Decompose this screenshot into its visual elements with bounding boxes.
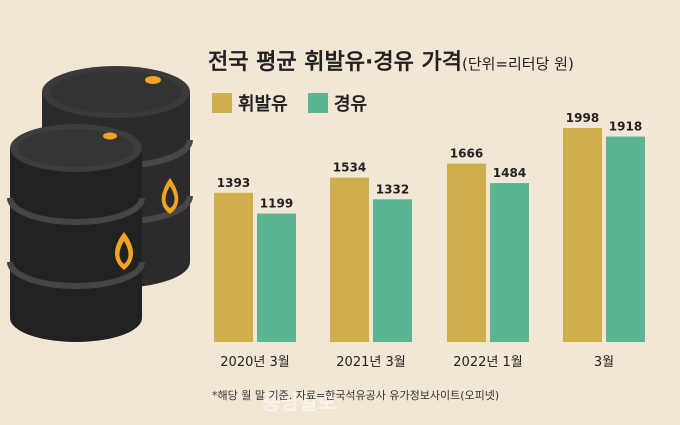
oil-barrels-illustration — [7, 66, 193, 342]
bar-diesel-0 — [257, 213, 296, 342]
legend-swatch-diesel — [308, 93, 328, 113]
value-label-diesel-3: 1918 — [609, 120, 642, 134]
chart-title-text: 전국 평균 휘발유·경유 가격 — [208, 50, 462, 75]
watermark-logo: 충남일보 — [262, 390, 336, 414]
legend-label-diesel: 경유 — [334, 94, 368, 115]
legend-swatch-gasoline — [212, 93, 232, 113]
legend-label-gasoline: 휘발유 — [238, 94, 288, 115]
value-label-diesel-2: 1484 — [493, 166, 526, 180]
value-label-gasoline-2: 1666 — [450, 147, 483, 161]
x-tick-label-3: 3월 — [594, 355, 614, 370]
bar-gasoline-1 — [330, 177, 369, 342]
legend-item-diesel: 경유 — [308, 90, 367, 116]
bar-diesel-1 — [373, 199, 412, 342]
value-label-gasoline-1: 1534 — [333, 161, 366, 175]
x-tick-label-0: 2020년 3월 — [220, 355, 289, 370]
bar-diesel-2 — [490, 183, 529, 342]
bar-gasoline-3 — [563, 128, 602, 342]
footnote: *해당 월 말 기준. 자료=한국석유공사 유가정보사이트(오피넷) — [212, 389, 500, 402]
x-tick-label-2: 2022년 1월 — [453, 355, 522, 370]
x-tick-label-group: 2020년 3월 2021년 3월 2022년 1월 3월 — [220, 355, 614, 370]
bar-diesel-3 — [606, 136, 645, 342]
x-tick-label-1: 2021년 3월 — [336, 355, 405, 370]
value-label-group: 1393 1199 1534 1332 1666 1484 1998 1918 — [217, 111, 642, 211]
value-label-diesel-0: 1199 — [260, 197, 293, 211]
front-barrel-icon — [7, 124, 145, 342]
value-label-gasoline-0: 1393 — [217, 176, 250, 190]
chart-title: 전국 평균 휘발유·경유 가격(단위=리터당 원) — [208, 44, 574, 76]
bar-group — [214, 128, 645, 342]
value-label-gasoline-3: 1998 — [566, 111, 599, 125]
unit-note: (단위=리터당 원) — [461, 55, 574, 73]
bar-gasoline-2 — [447, 163, 486, 342]
bar-gasoline-0 — [214, 192, 253, 342]
legend-item-gasoline: 휘발유 — [212, 90, 288, 116]
value-label-diesel-1: 1332 — [376, 182, 409, 196]
